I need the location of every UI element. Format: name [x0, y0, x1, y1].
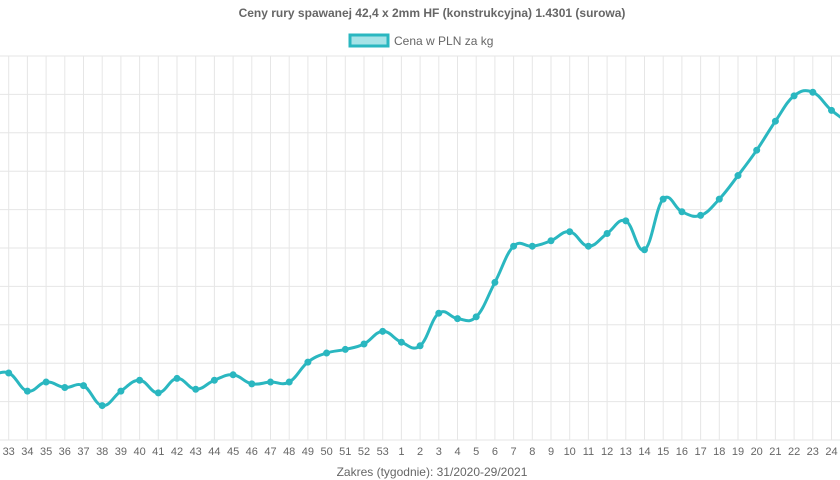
- x-tick-label: 52: [358, 446, 370, 458]
- data-point[interactable]: [491, 278, 499, 286]
- data-point[interactable]: [304, 358, 312, 366]
- data-point[interactable]: [229, 371, 237, 379]
- x-tick-label: 19: [732, 446, 744, 458]
- x-tick-label: 33: [3, 446, 15, 458]
- x-tick-label: 20: [751, 446, 763, 458]
- x-tick-label: 22: [788, 446, 800, 458]
- x-tick-label: 45: [227, 446, 239, 458]
- data-point[interactable]: [42, 378, 50, 386]
- x-tick-label: 53: [377, 446, 389, 458]
- x-tick-label: 37: [77, 446, 89, 458]
- data-point[interactable]: [341, 345, 349, 353]
- data-point[interactable]: [659, 195, 667, 203]
- data-point[interactable]: [117, 387, 125, 395]
- legend[interactable]: Cena w PLN za kg: [348, 33, 493, 48]
- x-tick-label: 15: [657, 446, 669, 458]
- grid: [0, 55, 840, 441]
- data-point[interactable]: [472, 313, 480, 321]
- data-point[interactable]: [248, 380, 256, 388]
- x-axis-ticks: 3233343536373839404142434445464748495051…: [3, 446, 838, 458]
- x-tick-label: 6: [492, 446, 498, 458]
- x-tick-label: 14: [638, 446, 650, 458]
- x-tick-label: 11: [583, 446, 594, 458]
- data-point[interactable]: [267, 378, 274, 386]
- x-tick-label: 18: [713, 446, 725, 458]
- data-point[interactable]: [98, 402, 106, 410]
- data-point[interactable]: [360, 340, 368, 348]
- data-point[interactable]: [715, 195, 723, 203]
- x-tick-label: 40: [133, 446, 145, 458]
- data-point[interactable]: [136, 376, 144, 384]
- x-tick-label: 7: [511, 446, 517, 458]
- data-point[interactable]: [23, 387, 31, 395]
- x-tick-label: 13: [620, 446, 632, 458]
- data-point[interactable]: [510, 242, 518, 250]
- x-tick-label: 12: [601, 446, 613, 458]
- data-point[interactable]: [809, 88, 817, 96]
- data-points: [5, 88, 835, 410]
- x-tick-label: 36: [59, 446, 71, 458]
- data-point[interactable]: [697, 211, 705, 219]
- x-tick-label: 10: [564, 446, 576, 458]
- x-tick-label: 48: [283, 446, 295, 458]
- x-tick-label: 24: [825, 446, 837, 458]
- x-axis-title: Zakres (tygodnie): 31/2020-29/2021: [337, 465, 528, 479]
- data-point[interactable]: [753, 146, 761, 154]
- x-tick-label: 39: [115, 446, 127, 458]
- x-tick-label: 9: [548, 446, 554, 458]
- data-point[interactable]: [416, 342, 424, 350]
- data-point[interactable]: [566, 228, 574, 236]
- x-tick-label: 44: [208, 446, 220, 458]
- x-tick-label: 43: [190, 446, 202, 458]
- data-point[interactable]: [192, 385, 200, 393]
- data-point[interactable]: [323, 349, 331, 357]
- data-point[interactable]: [828, 106, 835, 114]
- x-tick-label: 41: [152, 446, 164, 458]
- x-tick-label: 46: [246, 446, 258, 458]
- data-point[interactable]: [379, 327, 387, 335]
- data-point[interactable]: [154, 389, 162, 397]
- data-point[interactable]: [80, 382, 87, 390]
- x-tick-label: 51: [339, 446, 351, 458]
- x-tick-label: 23: [807, 446, 819, 458]
- x-tick-label: 21: [769, 446, 781, 458]
- data-point[interactable]: [528, 242, 536, 250]
- x-tick-label: 50: [320, 446, 332, 458]
- data-point[interactable]: [285, 378, 293, 386]
- data-point[interactable]: [435, 309, 443, 317]
- data-point[interactable]: [622, 217, 630, 225]
- data-point[interactable]: [584, 242, 592, 250]
- x-tick-label: 17: [694, 446, 706, 458]
- x-tick-label: 38: [96, 446, 108, 458]
- x-tick-label: 1: [398, 446, 404, 458]
- data-point[interactable]: [678, 208, 686, 216]
- x-tick-label: 8: [529, 446, 535, 458]
- data-point[interactable]: [771, 117, 779, 125]
- data-point[interactable]: [5, 369, 13, 377]
- chart-title: Ceny rury spawanej 42,4 x 2mm HF (konstr…: [239, 6, 626, 20]
- data-point[interactable]: [61, 383, 69, 391]
- x-tick-label: 35: [40, 446, 52, 458]
- data-point[interactable]: [210, 376, 218, 384]
- x-tick-label: 47: [264, 446, 276, 458]
- legend-swatch: [348, 33, 390, 48]
- x-tick-label: 34: [21, 446, 33, 458]
- data-point[interactable]: [790, 92, 798, 100]
- x-tick-label: 2: [417, 446, 423, 458]
- x-tick-label: 49: [302, 446, 314, 458]
- data-point[interactable]: [547, 237, 555, 245]
- data-point[interactable]: [734, 172, 742, 180]
- x-tick-label: 5: [473, 446, 479, 458]
- data-point[interactable]: [454, 315, 461, 323]
- x-tick-label: 4: [454, 446, 460, 458]
- x-tick-label: 16: [676, 446, 688, 458]
- data-point[interactable]: [603, 230, 611, 238]
- x-tick-label: 3: [436, 446, 442, 458]
- x-tick-label: 42: [171, 446, 183, 458]
- legend-label: Cena w PLN za kg: [394, 34, 493, 48]
- data-point[interactable]: [173, 374, 181, 382]
- data-point[interactable]: [641, 246, 648, 254]
- data-point[interactable]: [397, 338, 405, 346]
